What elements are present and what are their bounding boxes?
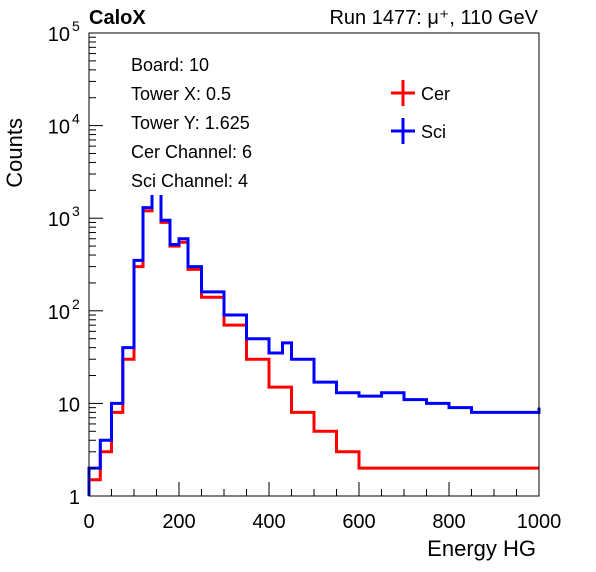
- legend: Cer Sci: [391, 80, 450, 144]
- y-tick-label: 10: [48, 302, 70, 324]
- info-line: Sci Channel: 4: [131, 171, 248, 191]
- x-axis: 0 200 400 600 800 1000: [83, 482, 561, 533]
- x-axis-label: Energy HG: [427, 536, 536, 561]
- y-tick-label: 10: [48, 117, 70, 139]
- legend-label: Sci: [421, 122, 446, 142]
- y-tick-exponent: 2: [72, 296, 80, 312]
- chart-title-left: CaloX: [89, 7, 146, 29]
- x-tick-label: 1000: [517, 511, 562, 533]
- plot-area: [87, 183, 541, 496]
- y-tick-label: 10: [48, 209, 70, 231]
- info-lines: Board: 10 Tower X: 0.5 Tower Y: 1.625 Cer C…: [131, 55, 252, 191]
- legend-label: Cer: [421, 84, 450, 104]
- y-tick-label: 10: [58, 394, 80, 416]
- y-tick-label: 1: [69, 487, 80, 509]
- y-tick-label: 10: [48, 24, 70, 46]
- info-line: Tower Y: 1.625: [131, 113, 250, 133]
- x-tick-label: 0: [83, 511, 94, 533]
- info-box: [120, 45, 358, 195]
- x-tick-label: 600: [342, 511, 375, 533]
- series-line-sci: [87, 183, 541, 496]
- y-tick-exponent: 5: [72, 18, 80, 34]
- y-tick-exponent: 4: [72, 111, 80, 127]
- chart-title-right: Run 1477: μ⁺, 110 GeV: [329, 7, 538, 29]
- info-line: Board: 10: [131, 55, 209, 75]
- x-tick-label: 800: [432, 511, 465, 533]
- y-axis-label: Counts: [2, 118, 27, 188]
- series-line-cer: [87, 185, 539, 496]
- y-tick-exponent: 3: [72, 203, 80, 219]
- info-line: Cer Channel: 6: [131, 142, 252, 162]
- info-line: Tower X: 0.5: [131, 84, 231, 104]
- x-tick-label: 200: [162, 511, 195, 533]
- x-tick-label: 400: [252, 511, 285, 533]
